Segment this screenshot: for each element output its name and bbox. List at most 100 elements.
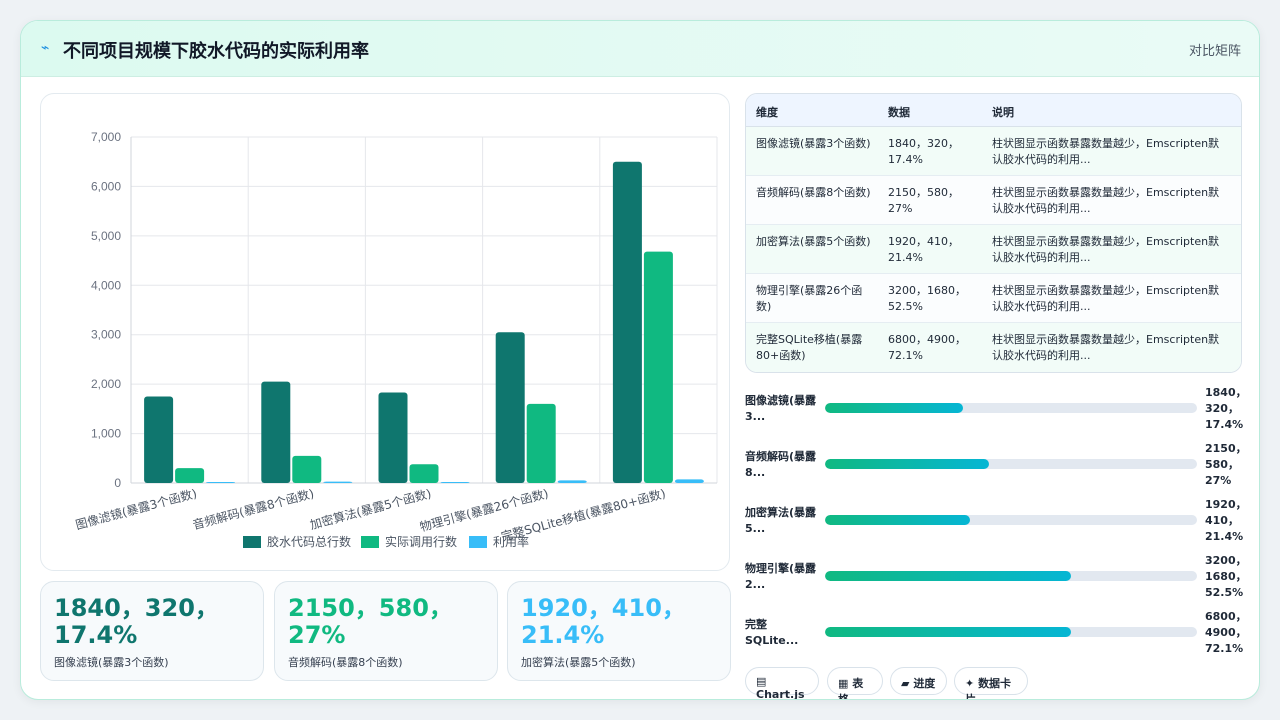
tab-progress[interactable]: ▰ 进度: [890, 667, 947, 695]
tab-table[interactable]: ▦ 表格: [827, 667, 883, 699]
cell-dimension: 图像滤镜(暴露3个函数): [756, 137, 871, 150]
table-icon: ▦: [838, 677, 849, 690]
cell-data: 1920，410，21.4%: [888, 235, 959, 264]
header: ⌁ 不同项目规模下胶水代码的实际利用率 对比矩阵: [21, 21, 1259, 77]
y-tick-label: 0: [114, 476, 121, 490]
sparkle-icon: ✦: [965, 677, 975, 690]
progress-value: 2150，580，27%: [1205, 442, 1247, 487]
progress-row: 完整SQLite... 6800，4900，72.1%: [745, 610, 1255, 669]
kpi-card: 1840，320，17.4% 图像滤镜(暴露3个函数): [40, 581, 264, 681]
x-tick-label: 图像滤镜(暴露3个函数): [74, 485, 199, 532]
bar-total-lines: [261, 381, 291, 483]
kpi-card: 2150，580，27% 音频解码(暴露8个函数): [274, 581, 498, 681]
progress-label: 图像滤镜(暴露3...: [745, 394, 817, 423]
progress-label: 音频解码(暴露8...: [745, 450, 817, 479]
progress-track: [825, 627, 1197, 637]
progress-track: [825, 403, 1197, 413]
cell-dimension: 物理引擎(暴露26个函数): [756, 284, 863, 313]
progress-track: [825, 459, 1197, 469]
cell-dimension: 加密算法(暴露5个函数): [756, 235, 871, 248]
table-row: 图像滤镜(暴露3个函数) 1840，320，17.4% 柱状图显示函数暴露数量越…: [746, 127, 1241, 176]
progress-track: [825, 571, 1197, 581]
progress-value: 3200，1680，52.5%: [1205, 554, 1247, 599]
cell-note: 柱状图显示函数暴露数量越少，Emscripten默认胶水代码的利用...: [992, 284, 1220, 313]
bar-utilization: [674, 479, 704, 483]
x-tick-label: 加密算法(暴露5个函数): [308, 485, 433, 532]
cell-note: 柱状图显示函数暴露数量越少，Emscripten默认胶水代码的利用...: [992, 137, 1220, 166]
progress-label: 完整SQLite...: [745, 618, 799, 647]
chart-panel: 0 1,000 2,000 3,000 4,000 5,000 6,000 7,000 图像滤镜…: [40, 93, 730, 571]
bar-total-lines: [378, 392, 408, 483]
progress-icon: ▰: [901, 677, 910, 690]
legend-swatch: [361, 536, 379, 548]
bar-called-lines: [292, 455, 322, 483]
table-row: 音频解码(暴露8个函数) 2150，580，27% 柱状图显示函数暴露数量越少，…: [746, 176, 1241, 225]
progress-value: 6800，4900，72.1%: [1205, 610, 1247, 655]
progress-fill: [825, 571, 1071, 581]
legend-label: 胶水代码总行数: [267, 534, 351, 549]
kpi-value: 2150，580，27%: [288, 594, 453, 649]
cell-note: 柱状图显示函数暴露数量越少，Emscripten默认胶水代码的利用...: [992, 333, 1220, 362]
cell-dimension: 音频解码(暴露8个函数): [756, 186, 871, 199]
tab-label: 进度: [913, 677, 936, 690]
bar-called-lines: [409, 464, 439, 483]
progress-label: 加密算法(暴露5...: [745, 506, 817, 535]
bar-utilization: [323, 481, 353, 483]
progress-row: 物理引擎(暴露2... 3200，1680，52.5%: [745, 554, 1255, 613]
tab-label: 表格: [838, 677, 864, 700]
cell-note: 柱状图显示函数暴露数量越少，Emscripten默认胶水代码的利用...: [992, 186, 1220, 215]
bar-utilization: [440, 481, 470, 483]
tab-label: 数据卡片: [965, 677, 1012, 700]
y-tick-label: 6,000: [91, 179, 121, 193]
cell-data: 2150，580，27%: [888, 186, 959, 215]
data-table: 维度 数据 说明 图像滤镜(暴露3个函数) 1840，320，17.4% 柱状图…: [745, 93, 1242, 373]
legend-label: 利用率: [493, 534, 529, 549]
bar-called-lines: [526, 403, 556, 483]
progress-value: 1840，320，17.4%: [1205, 386, 1247, 431]
progress-fill: [825, 459, 989, 469]
kpi-label: 图像滤镜(暴露3个函数): [54, 656, 169, 669]
bar-called-lines: [643, 251, 673, 483]
y-tick-label: 5,000: [91, 229, 121, 243]
cell-data: 3200，1680，52.5%: [888, 284, 966, 313]
table-row: 完整SQLite移植(暴露80+函数) 6800，4900，72.1% 柱状图显…: [746, 323, 1241, 372]
lightning-icon: ⌁: [41, 40, 50, 56]
progress-track: [825, 515, 1197, 525]
column-header-note: 说明: [992, 106, 1014, 119]
legend-swatch: [469, 536, 487, 548]
tab-data-cards[interactable]: ✦ 数据卡片: [954, 667, 1028, 699]
bar-called-lines: [175, 468, 205, 483]
y-tick-label: 2,000: [91, 377, 121, 391]
x-tick-label: 音频解码(暴露8个函数): [191, 485, 316, 532]
bar-utilization: [206, 482, 236, 483]
y-tick-label: 4,000: [91, 278, 121, 292]
legend-swatch: [243, 536, 261, 548]
dashboard-card: ⌁ 不同项目规模下胶水代码的实际利用率 对比矩阵 0 1,000 2,000 3,00…: [20, 20, 1260, 700]
bar-total-lines: [495, 332, 525, 483]
table-row: 物理引擎(暴露26个函数) 3200，1680，52.5% 柱状图显示函数暴露数…: [746, 274, 1241, 323]
progress-fill: [825, 515, 971, 525]
column-header-dimension: 维度: [756, 106, 778, 119]
legend-label: 实际调用行数: [385, 534, 457, 549]
progress-fill: [825, 627, 1071, 637]
cell-dimension: 完整SQLite移植(暴露80+函数): [756, 333, 863, 362]
progress-row: 加密算法(暴露5... 1920，410，21.4%: [745, 498, 1255, 557]
progress-row: 图像滤镜(暴露3... 1840，320，17.4%: [745, 386, 1255, 445]
cell-data: 6800，4900，72.1%: [888, 333, 966, 362]
kpi-label: 加密算法(暴露5个函数): [521, 656, 636, 669]
compare-matrix-button[interactable]: 对比矩阵: [1188, 44, 1241, 59]
table-row: 加密算法(暴露5个函数) 1920，410，21.4% 柱状图显示函数暴露数量越…: [746, 225, 1241, 274]
cell-data: 1840，320，17.4%: [888, 137, 959, 166]
bar-total-lines: [144, 396, 174, 483]
table-header: 维度 数据 说明: [746, 94, 1241, 127]
progress-label: 物理引擎(暴露2...: [745, 562, 817, 591]
tab-label: Chart.js: [756, 688, 805, 700]
y-tick-label: 3,000: [91, 328, 121, 342]
kpi-card: 1920，410，21.4% 加密算法(暴露5个函数): [507, 581, 731, 681]
column-header-data: 数据: [888, 106, 910, 119]
bar-total-lines: [612, 161, 642, 483]
kpi-value: 1920，410，21.4%: [521, 594, 686, 649]
tab-chartjs[interactable]: ▤ Chart.js: [745, 667, 819, 699]
progress-fill: [825, 403, 963, 413]
y-tick-label: 7,000: [91, 130, 121, 144]
